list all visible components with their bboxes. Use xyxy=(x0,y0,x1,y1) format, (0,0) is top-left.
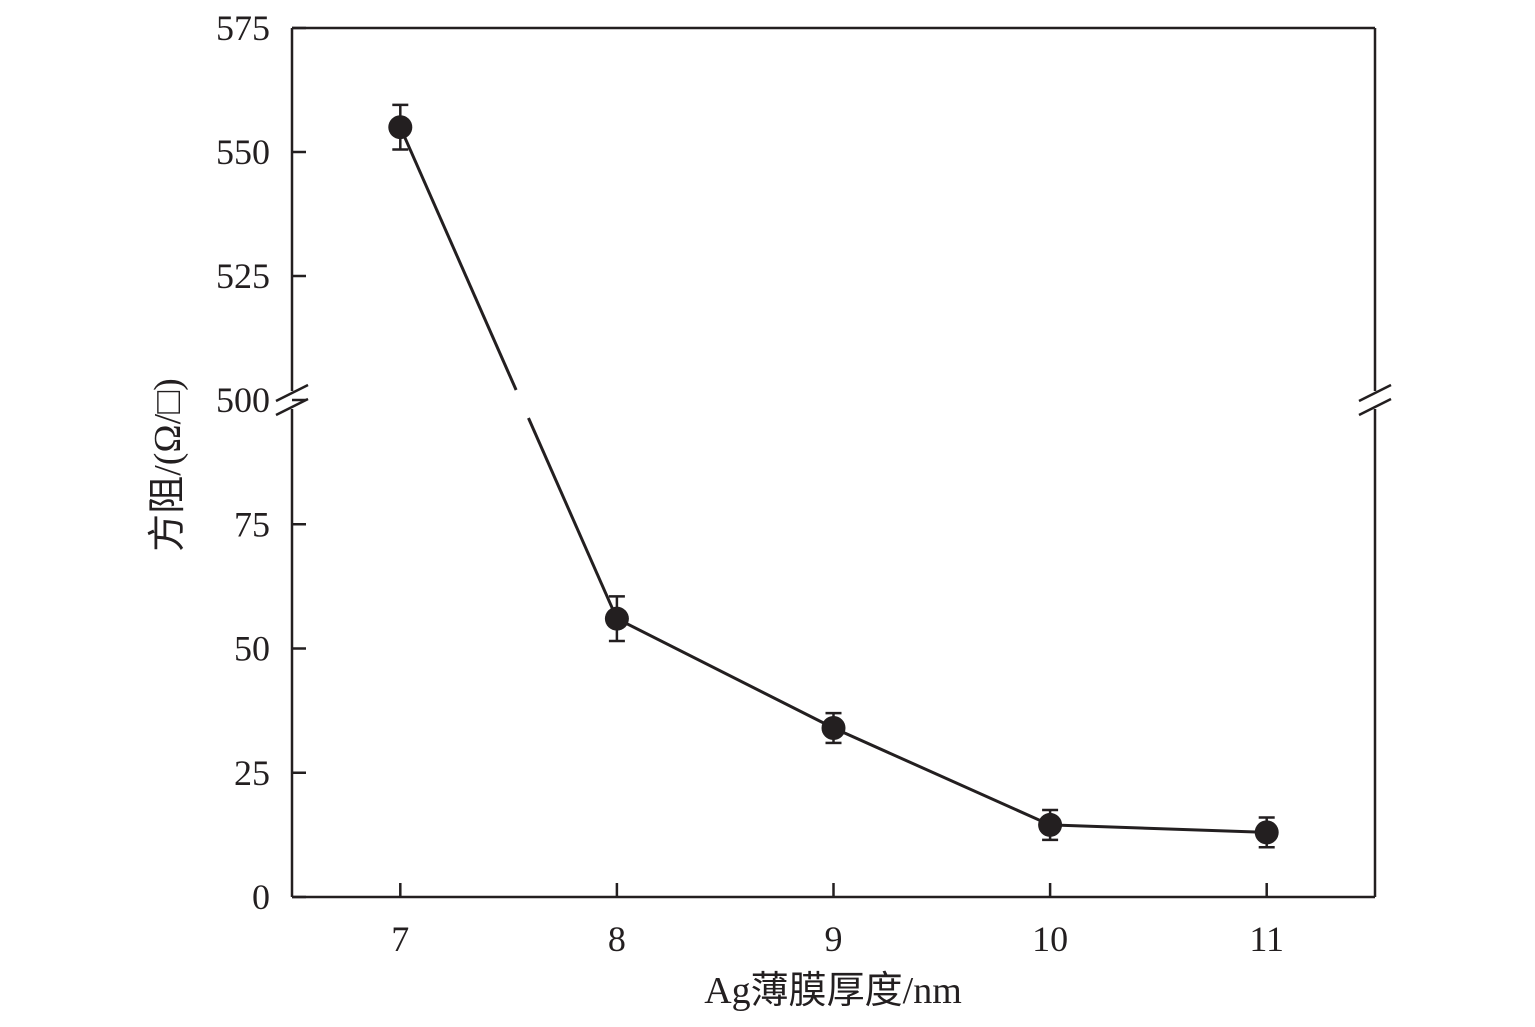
plot-frame xyxy=(275,26,1392,899)
axis-break-mark-right-1 xyxy=(1358,383,1392,403)
y-axis-title: 方阻/(Ω/□) xyxy=(147,378,189,552)
x-tick-label: 7 xyxy=(391,919,409,959)
series-line-segment xyxy=(398,126,518,391)
series-line-segment xyxy=(832,726,1051,827)
x-tick-label: 8 xyxy=(608,919,626,959)
y-tick-label: 550 xyxy=(216,132,270,172)
series-line-segment xyxy=(616,617,835,730)
data-point-marker xyxy=(1038,812,1063,837)
y-tick-label: 575 xyxy=(216,8,270,48)
y-tick-label: 50 xyxy=(234,629,270,669)
x-axis-ticks: 7 8 9 10 11 xyxy=(391,883,1284,959)
y-axis-ticks: 0 25 50 75 500 525 550 575 xyxy=(216,8,306,917)
x-axis-title: Ag薄膜厚度/nm xyxy=(704,970,962,1012)
data-point-marker xyxy=(1254,820,1279,845)
data-point-marker xyxy=(604,606,629,631)
y-tick-label: 75 xyxy=(234,504,270,544)
axis-break-mark-left-1 xyxy=(275,383,309,403)
data-point-marker xyxy=(388,115,413,140)
y-tick-label: 25 xyxy=(234,753,270,793)
x-tick-label: 10 xyxy=(1032,919,1068,959)
axis-break-mark-left-2 xyxy=(275,397,309,417)
series-line-segment xyxy=(527,417,619,620)
series-group xyxy=(388,103,1279,849)
y-tick-label: 525 xyxy=(216,256,270,296)
x-tick-label: 9 xyxy=(825,919,843,959)
data-point-marker xyxy=(821,716,846,741)
y-tick-label: 500 xyxy=(216,380,270,420)
x-tick-label: 11 xyxy=(1249,919,1284,959)
axis-break-mark-right-2 xyxy=(1358,397,1392,417)
series-line-segment xyxy=(1050,823,1267,834)
y-tick-label: 0 xyxy=(252,877,270,917)
